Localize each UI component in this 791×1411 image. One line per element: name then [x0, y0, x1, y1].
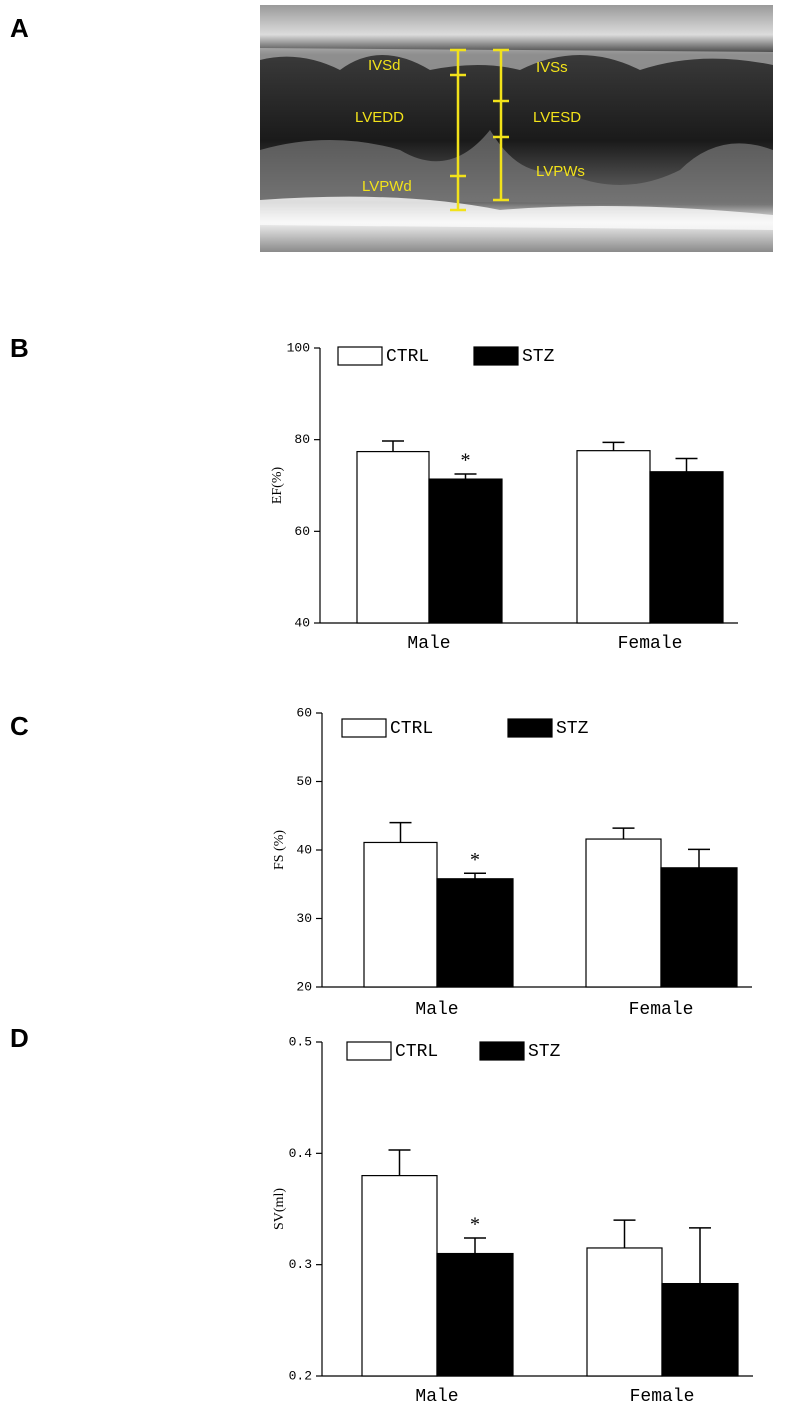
significance-mark: * — [470, 1214, 480, 1236]
y-tick-label: 60 — [296, 705, 312, 720]
x-tick-label: Female — [618, 634, 683, 654]
legend-swatch — [337, 346, 383, 366]
bar — [363, 841, 438, 988]
bar — [585, 838, 662, 988]
annotation: LVPWs — [536, 163, 585, 180]
annotation: LVPWd — [362, 178, 412, 195]
y-tick-label: 50 — [296, 774, 312, 789]
echo-image — [260, 5, 773, 252]
annotation: IVSs — [536, 59, 568, 76]
legend-label: CTRL — [386, 347, 429, 367]
legend-swatch — [473, 346, 519, 366]
bar — [660, 867, 738, 988]
y-tick-label: 60 — [294, 524, 310, 539]
x-tick-label: Male — [415, 1000, 458, 1020]
bar — [436, 878, 514, 988]
annotation: IVSd — [368, 57, 401, 74]
annotation: LVESD — [533, 109, 581, 126]
y-tick-label: 40 — [294, 615, 310, 630]
bar — [356, 450, 430, 624]
panel-label: A — [10, 13, 29, 43]
x-tick-label: Male — [415, 1387, 458, 1407]
x-tick-label: Female — [630, 1387, 695, 1407]
y-tick-label: 40 — [296, 842, 312, 857]
legend-swatch — [341, 718, 387, 738]
legend-label: STZ — [522, 347, 555, 367]
bar — [661, 1282, 739, 1377]
panel-label: D — [10, 1023, 29, 1053]
y-tick-label: 30 — [296, 911, 312, 926]
bar — [586, 1247, 663, 1377]
y-axis-label: FS (%) — [272, 830, 287, 870]
bar — [361, 1174, 438, 1377]
annotation: LVEDD — [355, 109, 404, 126]
legend-swatch — [346, 1041, 392, 1061]
legend-label: CTRL — [395, 1042, 438, 1062]
y-tick-label: 0.4 — [289, 1146, 313, 1161]
y-tick-label: 100 — [287, 340, 310, 355]
x-tick-label: Male — [407, 634, 450, 654]
bar — [436, 1252, 514, 1377]
legend-label: STZ — [528, 1042, 561, 1062]
y-tick-label: 80 — [294, 432, 310, 447]
y-tick-label: 20 — [296, 979, 312, 994]
x-tick-label: Female — [629, 1000, 694, 1020]
y-tick-label: 0.5 — [289, 1034, 312, 1049]
y-tick-label: 0.3 — [289, 1257, 312, 1272]
panel-label: B — [10, 333, 29, 363]
bar — [428, 478, 503, 624]
y-tick-label: 0.2 — [289, 1368, 312, 1383]
significance-mark: * — [461, 450, 471, 472]
bar — [576, 450, 651, 624]
legend-swatch — [507, 718, 553, 738]
legend-label: CTRL — [390, 719, 433, 739]
panel-label: C — [10, 711, 29, 741]
y-axis-label: EF(%) — [270, 467, 285, 505]
y-axis-label: SV(ml) — [272, 1188, 287, 1230]
legend-swatch — [479, 1041, 525, 1061]
legend-label: STZ — [556, 719, 589, 739]
bar — [649, 471, 724, 624]
significance-mark: * — [470, 849, 480, 871]
